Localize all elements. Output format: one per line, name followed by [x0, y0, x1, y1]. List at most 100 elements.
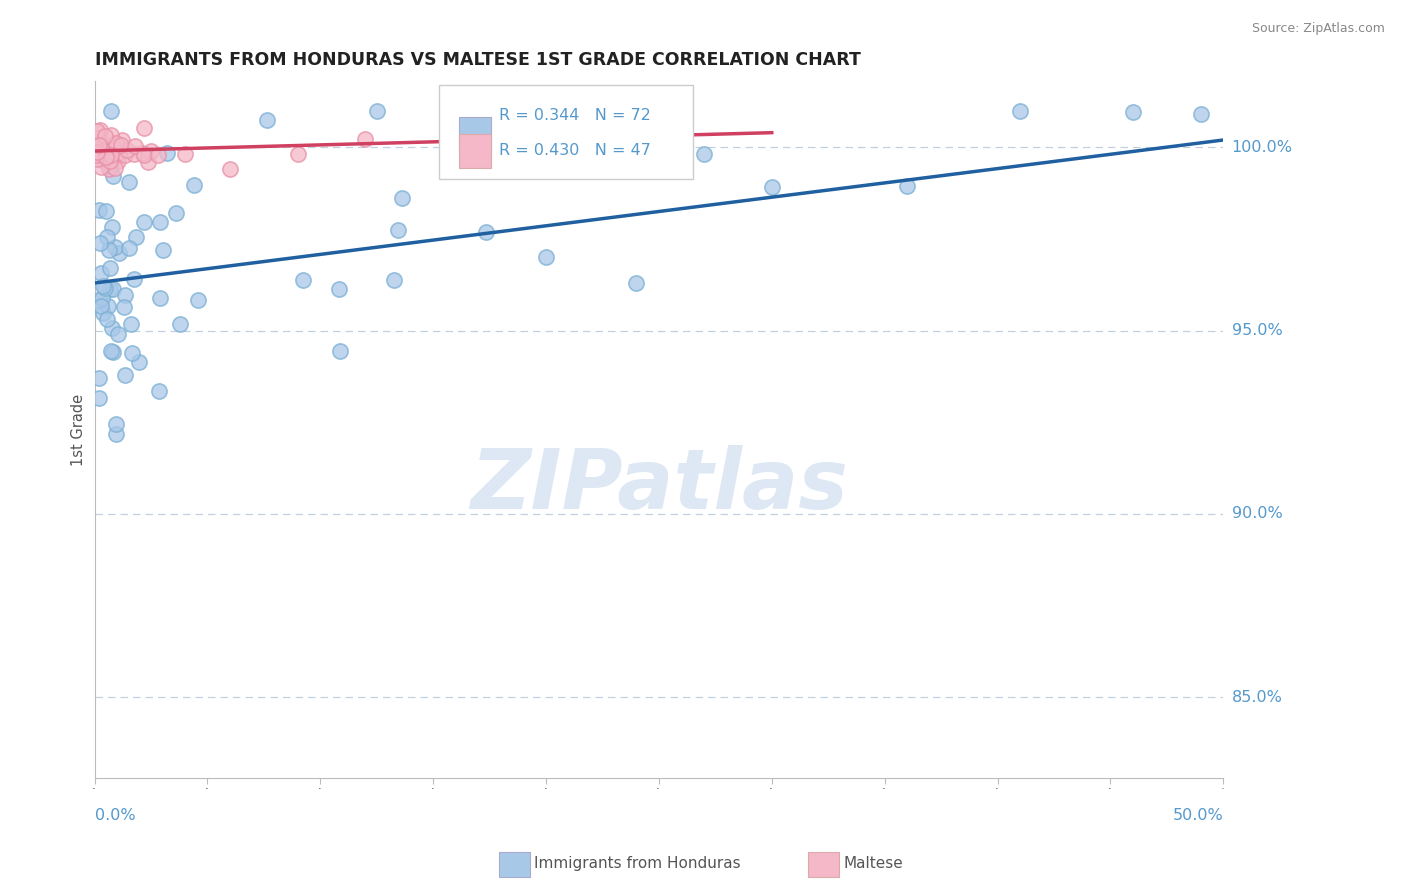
Point — [86, 145, 108, 159]
Point — [89, 139, 111, 153]
Text: 0.0%: 0.0% — [94, 808, 135, 823]
Point — [86, 138, 108, 153]
Point — [114, 368, 136, 383]
Point — [354, 131, 377, 145]
Point — [104, 240, 127, 254]
Point — [1122, 105, 1144, 120]
Point — [94, 128, 117, 143]
Point — [579, 133, 602, 147]
Point — [112, 300, 135, 314]
FancyBboxPatch shape — [439, 85, 693, 179]
Text: 90.0%: 90.0% — [1232, 507, 1282, 522]
Point — [117, 143, 139, 157]
Point — [86, 146, 108, 161]
Point — [187, 293, 209, 307]
Point — [134, 148, 156, 162]
Y-axis label: 1st Grade: 1st Grade — [72, 393, 86, 466]
Point — [87, 138, 110, 153]
Point — [86, 145, 108, 159]
Point — [93, 154, 115, 169]
Text: R = 0.344   N = 72: R = 0.344 N = 72 — [499, 108, 651, 123]
Point — [98, 161, 121, 176]
Point — [475, 225, 498, 239]
Point — [165, 206, 187, 220]
Text: R = 0.430   N = 47: R = 0.430 N = 47 — [499, 143, 651, 158]
Point — [107, 154, 129, 169]
Point — [100, 103, 122, 118]
Point — [121, 345, 143, 359]
Text: IMMIGRANTS FROM HONDURAS VS MALTESE 1ST GRADE CORRELATION CHART: IMMIGRANTS FROM HONDURAS VS MALTESE 1ST … — [94, 51, 860, 69]
Point — [105, 136, 128, 150]
Point — [86, 153, 108, 167]
Point — [118, 175, 141, 189]
Point — [98, 282, 121, 296]
Point — [156, 145, 179, 160]
Point — [100, 158, 122, 172]
Point — [87, 391, 110, 405]
Point — [96, 312, 118, 326]
Point — [91, 279, 114, 293]
Point — [382, 273, 405, 287]
Point — [96, 230, 118, 244]
Point — [152, 243, 174, 257]
Point — [86, 151, 108, 165]
Point — [122, 147, 145, 161]
Point — [219, 161, 242, 176]
Point — [89, 123, 111, 137]
Point — [291, 273, 314, 287]
Point — [124, 230, 146, 244]
Text: Maltese: Maltese — [844, 856, 903, 871]
Point — [94, 281, 117, 295]
Point — [1010, 103, 1032, 118]
Point — [534, 250, 557, 264]
Point — [287, 146, 309, 161]
Point — [105, 417, 128, 431]
Point — [124, 139, 146, 153]
Point — [183, 178, 205, 193]
Point — [100, 128, 122, 143]
Point — [693, 147, 716, 161]
Point — [101, 169, 124, 183]
Point — [173, 146, 195, 161]
Point — [148, 215, 170, 229]
Point — [86, 123, 108, 137]
Point — [90, 147, 112, 161]
Point — [90, 161, 112, 175]
Point — [87, 131, 110, 145]
Point — [896, 179, 918, 194]
Point — [626, 276, 648, 290]
Text: 85.0%: 85.0% — [1232, 690, 1282, 705]
Point — [107, 146, 129, 161]
Point — [89, 236, 111, 251]
Text: 50.0%: 50.0% — [1173, 808, 1223, 823]
Point — [108, 246, 131, 260]
Point — [90, 299, 112, 313]
Point — [761, 179, 783, 194]
Point — [101, 137, 124, 152]
Point — [114, 148, 136, 162]
Point — [148, 384, 170, 399]
Point — [86, 147, 108, 161]
Point — [94, 149, 117, 163]
Point — [132, 120, 155, 135]
Point — [98, 261, 121, 276]
Text: 95.0%: 95.0% — [1232, 323, 1282, 338]
Point — [104, 427, 127, 442]
Point — [98, 154, 121, 169]
Point — [87, 293, 110, 307]
Point — [97, 299, 120, 313]
Text: 100.0%: 100.0% — [1232, 140, 1292, 155]
Point — [90, 143, 112, 157]
Point — [256, 113, 278, 128]
Point — [87, 137, 110, 152]
Point — [96, 151, 118, 165]
Point — [111, 133, 134, 147]
Point — [100, 148, 122, 162]
Text: ZIPatlas: ZIPatlas — [470, 445, 848, 526]
Point — [87, 370, 110, 384]
Point — [87, 130, 110, 145]
Point — [90, 291, 112, 305]
FancyBboxPatch shape — [460, 117, 491, 150]
Point — [118, 242, 141, 256]
Point — [131, 146, 153, 161]
